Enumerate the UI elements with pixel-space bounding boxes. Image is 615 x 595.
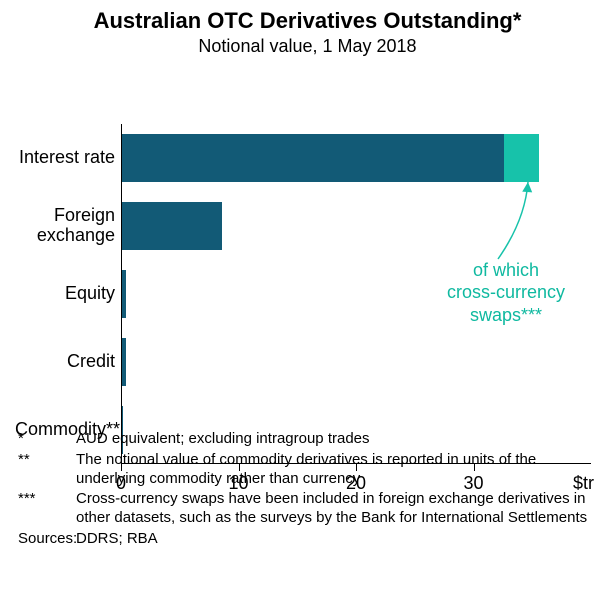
footnote-mark: **	[18, 451, 76, 489]
footnote-text: AUD equivalent; excluding intragroup tra…	[76, 430, 597, 449]
footnotes: *AUD equivalent; excluding intragroup tr…	[18, 430, 597, 551]
chart-title: Australian OTC Derivatives Outstanding*	[18, 8, 597, 34]
footnote-text: Cross-currency swaps have been included …	[76, 490, 597, 528]
footnote-row: ***Cross-currency swaps have been includ…	[18, 490, 597, 528]
footnote-mark: Sources:	[18, 530, 76, 549]
footnote-row: Sources:DDRS; RBA	[18, 530, 597, 549]
annotation-arrow-icon	[18, 64, 591, 464]
footnote-row: **The notional value of commodity deriva…	[18, 451, 597, 489]
footnote-mark: *	[18, 430, 76, 449]
chart-subtitle: Notional value, 1 May 2018	[18, 36, 597, 58]
footnote-row: *AUD equivalent; excluding intragroup tr…	[18, 430, 597, 449]
chart-container: Australian OTC Derivatives Outstanding* …	[0, 0, 615, 595]
footnote-mark: ***	[18, 490, 76, 528]
footnote-text: DDRS; RBA	[76, 530, 597, 549]
footnote-text: The notional value of commodity derivati…	[76, 451, 597, 489]
